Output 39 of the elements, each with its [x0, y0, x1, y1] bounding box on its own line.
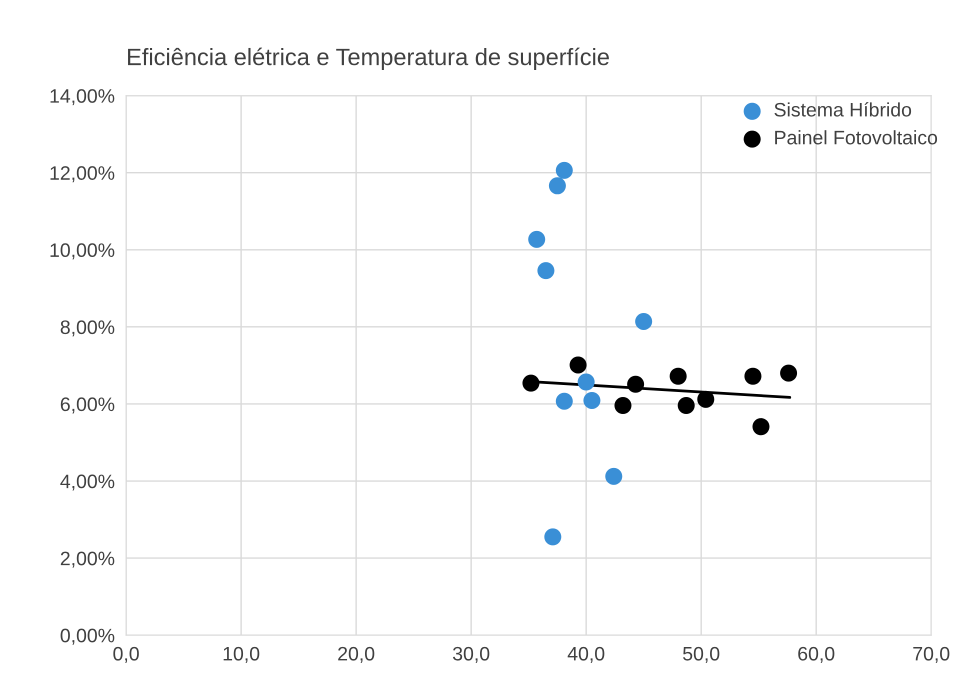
y-tick-label: 6,00% — [60, 397, 114, 414]
point — [556, 392, 573, 410]
point — [780, 364, 798, 382]
point — [583, 392, 600, 409]
point — [537, 262, 554, 280]
x-tick-label: 70,0 — [913, 646, 950, 663]
point — [614, 396, 632, 414]
y-tick-label: 8,00% — [60, 320, 114, 336]
point — [678, 396, 695, 414]
y-tick-label: 12,00% — [50, 166, 114, 182]
x-tick-label: 20,0 — [338, 646, 374, 663]
point — [570, 356, 587, 374]
point — [528, 230, 546, 248]
point — [635, 312, 652, 330]
point — [556, 162, 573, 179]
point — [522, 374, 540, 392]
x-tick-label: 60,0 — [798, 646, 834, 663]
legend-label: Painel Fotovoltaico — [775, 130, 938, 144]
y-tick-label: 0,00% — [60, 628, 114, 645]
x-tick-label: 10,0 — [224, 646, 260, 663]
point — [744, 368, 762, 385]
x-tick-label: 30,0 — [452, 646, 490, 663]
point — [670, 368, 687, 385]
point — [605, 468, 622, 485]
y-tick-label: 2,00% — [60, 552, 114, 568]
point — [578, 373, 595, 390]
point — [627, 376, 644, 393]
point — [544, 528, 562, 546]
point — [548, 177, 566, 194]
x-tick-label: 0,0 — [113, 646, 139, 663]
legend-label: Sistema Híbrido — [774, 102, 912, 117]
y-tick-label: 14,00% — [50, 89, 114, 106]
y-tick-label: 4,00% — [60, 474, 114, 491]
x-tick-label: 40,0 — [568, 646, 604, 663]
x-tick-label: 50,0 — [683, 646, 720, 663]
y-tick-label: 10,00% — [50, 243, 114, 260]
point — [752, 418, 770, 436]
point — [697, 390, 714, 408]
chart-title: Eficiência elétrica e Temperatura de superfície — [128, 48, 609, 70]
